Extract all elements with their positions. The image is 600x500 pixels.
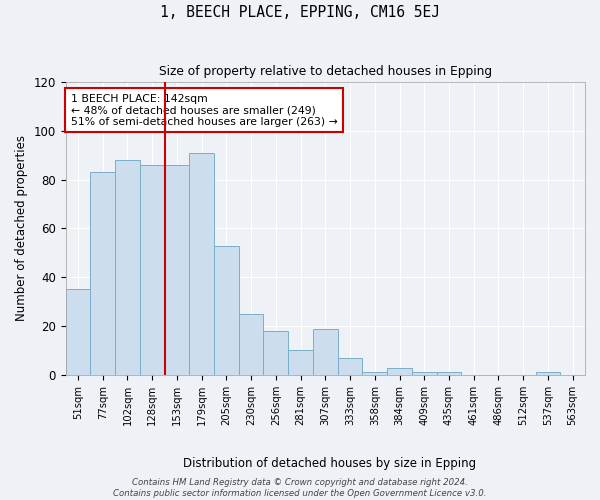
Text: Contains HM Land Registry data © Crown copyright and database right 2024.
Contai: Contains HM Land Registry data © Crown c… — [113, 478, 487, 498]
Bar — [190, 152, 214, 375]
Bar — [387, 368, 412, 375]
Bar — [288, 350, 313, 375]
Y-axis label: Number of detached properties: Number of detached properties — [15, 136, 28, 322]
Bar — [164, 165, 190, 375]
Bar — [214, 246, 239, 375]
Bar — [91, 172, 115, 375]
Bar — [115, 160, 140, 375]
Bar — [338, 358, 362, 375]
Bar — [536, 372, 560, 375]
Bar — [437, 372, 461, 375]
Bar — [263, 331, 288, 375]
Bar — [412, 372, 437, 375]
Bar — [239, 314, 263, 375]
Bar — [313, 328, 338, 375]
Text: 1, BEECH PLACE, EPPING, CM16 5EJ: 1, BEECH PLACE, EPPING, CM16 5EJ — [160, 5, 440, 20]
Text: Distribution of detached houses by size in Epping: Distribution of detached houses by size … — [184, 458, 476, 470]
Text: 1 BEECH PLACE: 142sqm
← 48% of detached houses are smaller (249)
51% of semi-det: 1 BEECH PLACE: 142sqm ← 48% of detached … — [71, 94, 338, 127]
Bar — [362, 372, 387, 375]
Bar — [65, 290, 91, 375]
Title: Size of property relative to detached houses in Epping: Size of property relative to detached ho… — [159, 65, 492, 78]
Bar — [140, 165, 164, 375]
